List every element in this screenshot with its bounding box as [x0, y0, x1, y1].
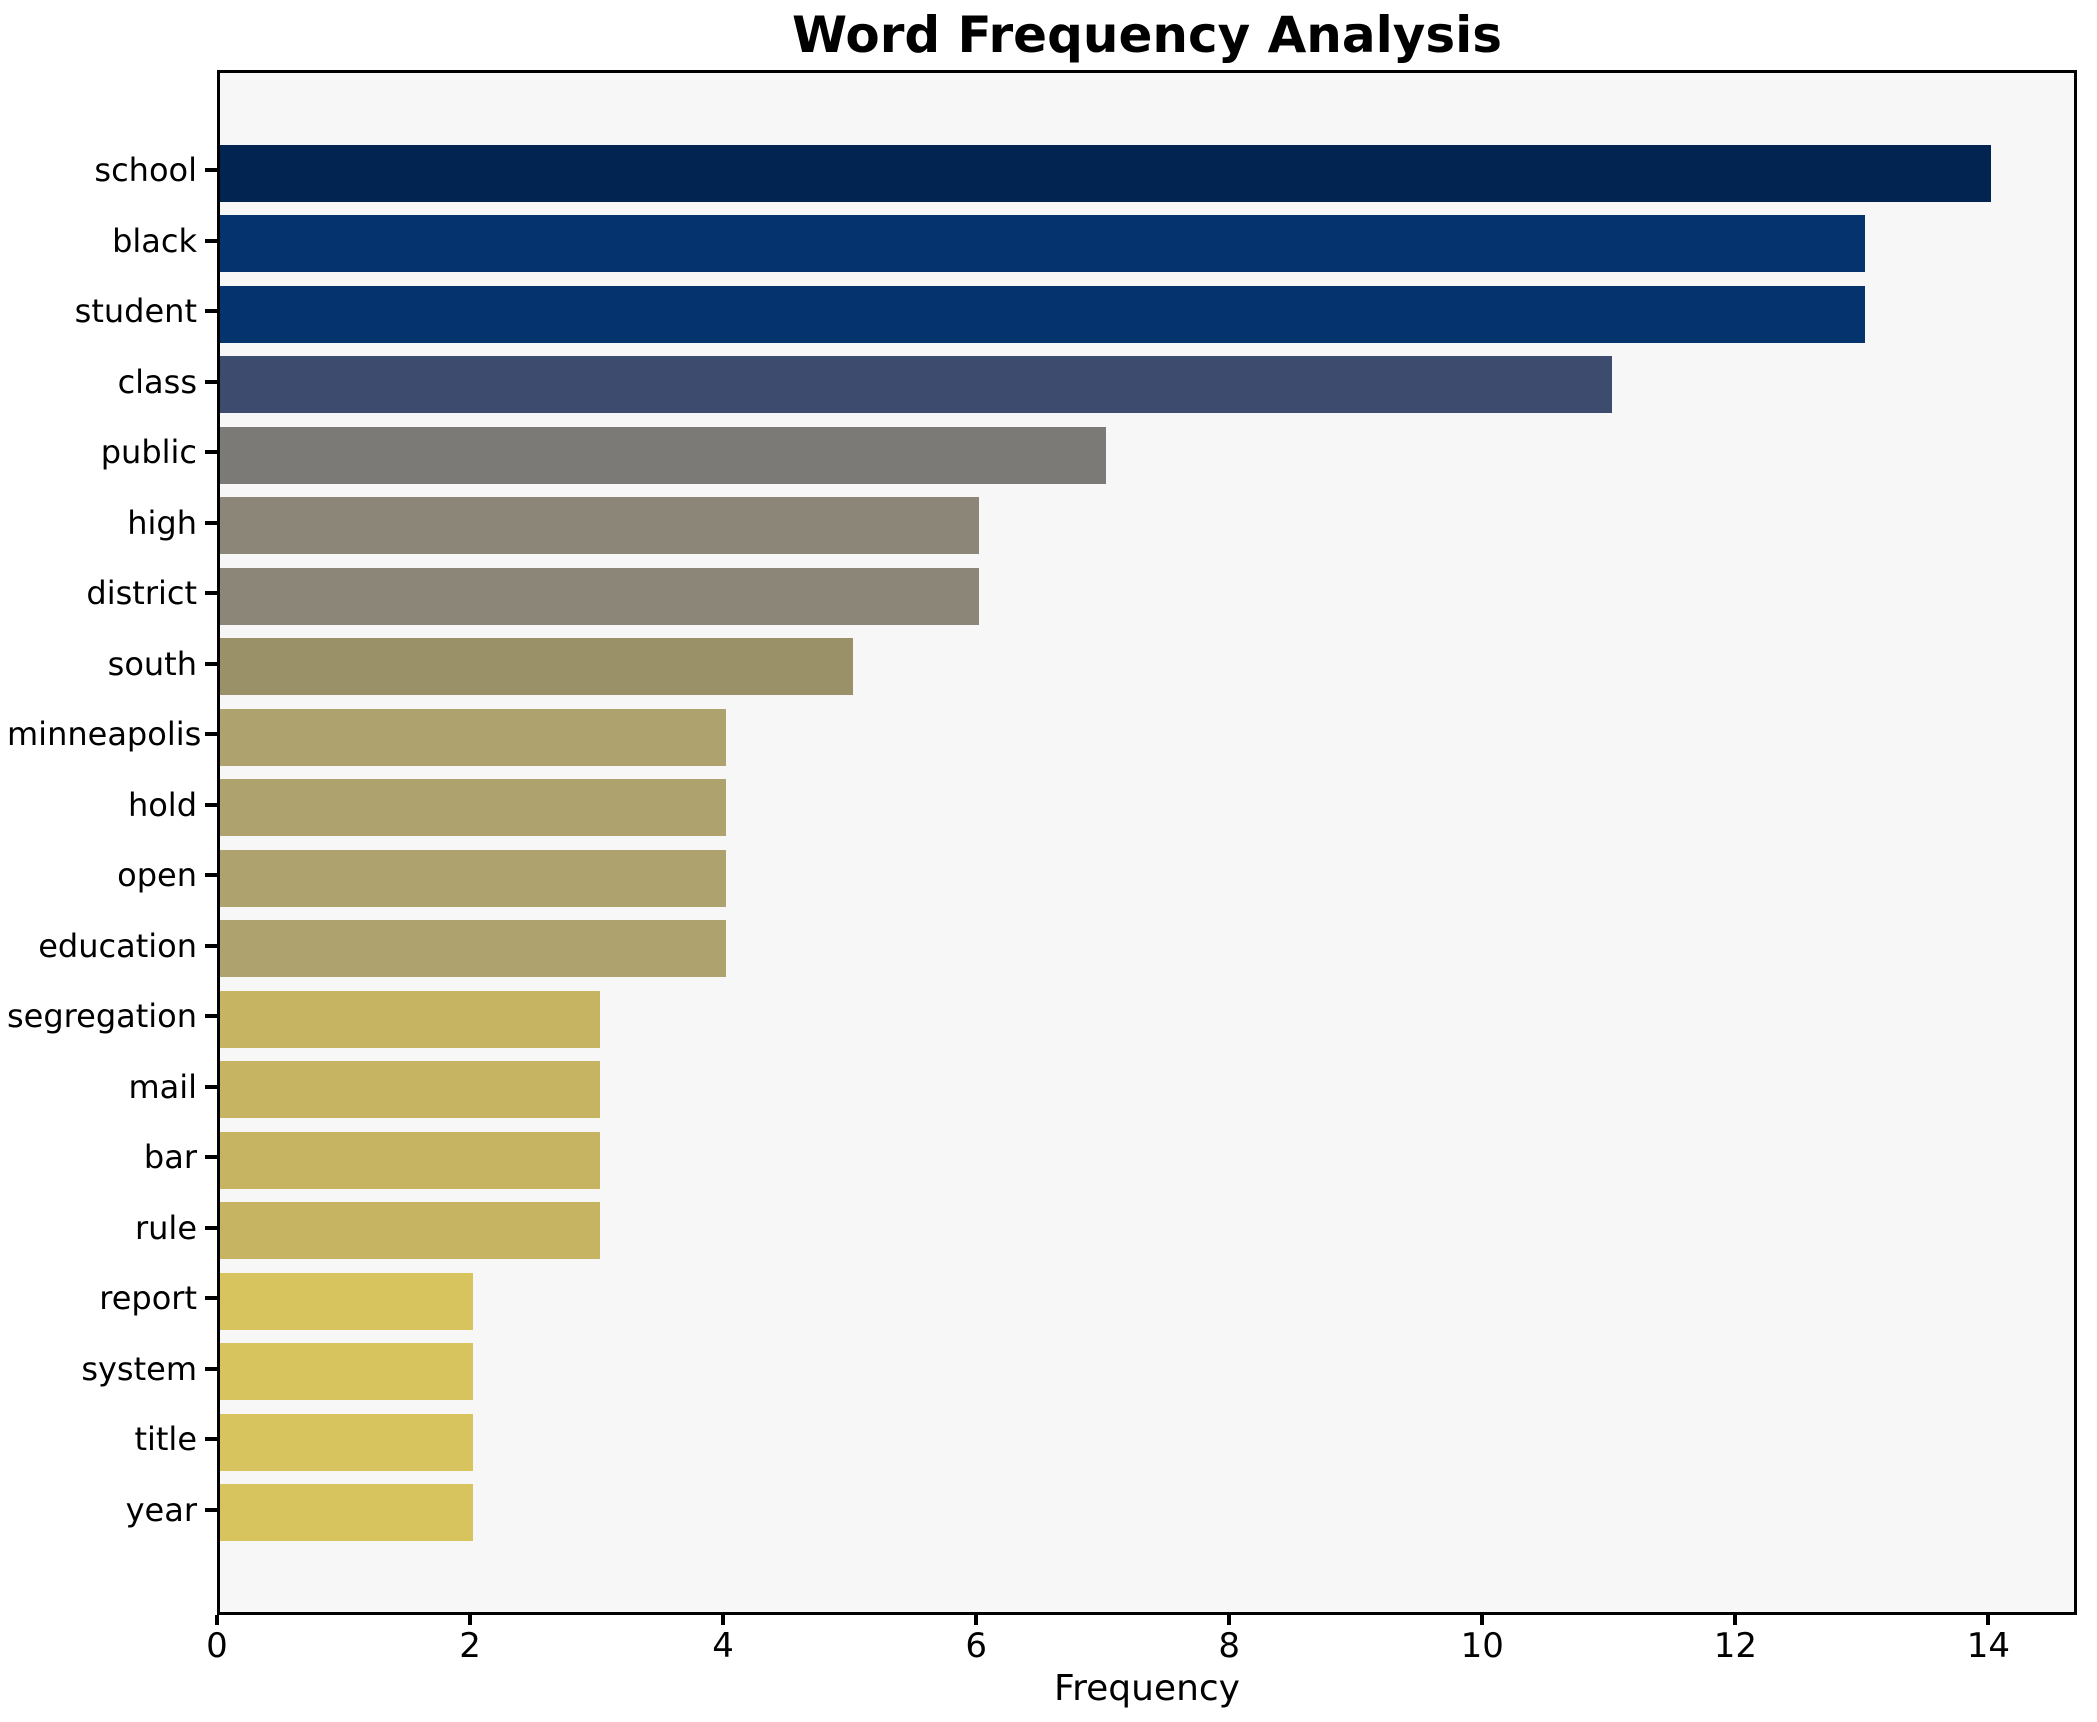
- y-tick-mark: [205, 309, 217, 313]
- x-tick-label-14: 14: [1966, 1626, 2011, 1666]
- bar-title: [220, 1413, 473, 1471]
- y-tick-label-open: open: [117, 856, 197, 894]
- y-tick-label-mail: mail: [128, 1067, 197, 1106]
- y-tick-mark: [205, 1155, 217, 1159]
- x-tick-label-12: 12: [1713, 1626, 1757, 1666]
- bar-mail: [220, 1061, 600, 1118]
- y-tick-label-class: class: [117, 362, 197, 401]
- y-tick-mark: [205, 1296, 217, 1300]
- y-tick-mark: [205, 1014, 217, 1018]
- x-tick-label-8: 8: [1218, 1626, 1241, 1666]
- chart-title: Word Frequency Analysis: [791, 6, 1503, 64]
- plot-area: [217, 70, 2077, 1615]
- x-tick-label-10: 10: [1460, 1626, 1504, 1666]
- y-tick-mark: [205, 1225, 217, 1230]
- bar-student: [220, 285, 1865, 343]
- x-tick-mark: [974, 1615, 979, 1625]
- y-tick-mark: [205, 520, 217, 525]
- y-tick-label-title: title: [134, 1420, 197, 1458]
- y-tick-mark: [205, 661, 217, 666]
- x-tick-mark: [1986, 1615, 1991, 1625]
- x-tick-mark: [1733, 1615, 1738, 1625]
- bar-report: [220, 1272, 473, 1330]
- y-tick-label-rule: rule: [134, 1208, 197, 1247]
- bar-hold: [220, 779, 726, 836]
- x-axis-title: Frequency: [1054, 1668, 1240, 1709]
- bar-bar: [220, 1131, 600, 1189]
- bar-district: [220, 567, 979, 625]
- x-tick-mark: [1480, 1615, 1485, 1625]
- y-tick-mark: [205, 1084, 217, 1089]
- y-tick-mark: [205, 873, 217, 877]
- y-tick-mark: [205, 168, 217, 172]
- y-tick-mark: [205, 379, 217, 384]
- bar-south: [220, 638, 853, 695]
- y-tick-label-school: school: [94, 151, 197, 189]
- bar-class: [220, 356, 1612, 413]
- bar-rule: [220, 1202, 600, 1259]
- bar-school: [220, 144, 1991, 202]
- bar-high: [220, 497, 979, 554]
- bar-year: [220, 1484, 473, 1541]
- y-tick-mark: [205, 1437, 217, 1441]
- x-tick-label-6: 6: [965, 1626, 987, 1666]
- y-tick-label-system: system: [81, 1349, 197, 1388]
- y-tick-mark: [205, 943, 217, 948]
- y-tick-label-segregation: segregation: [7, 997, 198, 1035]
- bar-black: [220, 215, 1865, 272]
- y-tick-mark: [205, 238, 217, 243]
- bar-segregation: [220, 990, 600, 1048]
- y-tick-label-high: high: [127, 503, 197, 542]
- x-tick-mark: [468, 1615, 473, 1625]
- y-tick-label-student: student: [74, 292, 197, 330]
- y-tick-label-hold: hold: [127, 785, 197, 824]
- y-tick-mark: [205, 802, 217, 807]
- y-tick-mark: [205, 591, 217, 595]
- bar-public: [220, 426, 1106, 484]
- y-tick-label-black: black: [112, 221, 197, 260]
- y-tick-mark: [205, 732, 217, 736]
- y-tick-label-bar: bar: [143, 1138, 197, 1176]
- y-tick-mark: [205, 1507, 217, 1512]
- x-tick-label-4: 4: [712, 1626, 734, 1666]
- bar-education: [220, 920, 726, 977]
- x-tick-label-2: 2: [459, 1626, 481, 1666]
- y-tick-mark: [205, 1366, 217, 1371]
- x-tick-mark: [721, 1615, 726, 1625]
- y-tick-label-south: south: [107, 644, 197, 683]
- y-tick-label-year: year: [125, 1490, 197, 1529]
- x-tick-label-0: 0: [206, 1626, 228, 1666]
- y-tick-label-minneapolis: minneapolis: [7, 715, 202, 753]
- y-tick-label-district: district: [86, 574, 197, 612]
- x-tick-mark: [215, 1615, 219, 1625]
- y-tick-mark: [205, 450, 217, 454]
- y-tick-label-education: education: [38, 926, 197, 965]
- bar-open: [220, 849, 726, 907]
- y-tick-label-public: public: [100, 433, 197, 471]
- y-tick-label-report: report: [99, 1279, 197, 1317]
- bar-system: [220, 1343, 473, 1400]
- bar-minneapolis: [220, 708, 726, 766]
- x-tick-mark: [1227, 1615, 1232, 1625]
